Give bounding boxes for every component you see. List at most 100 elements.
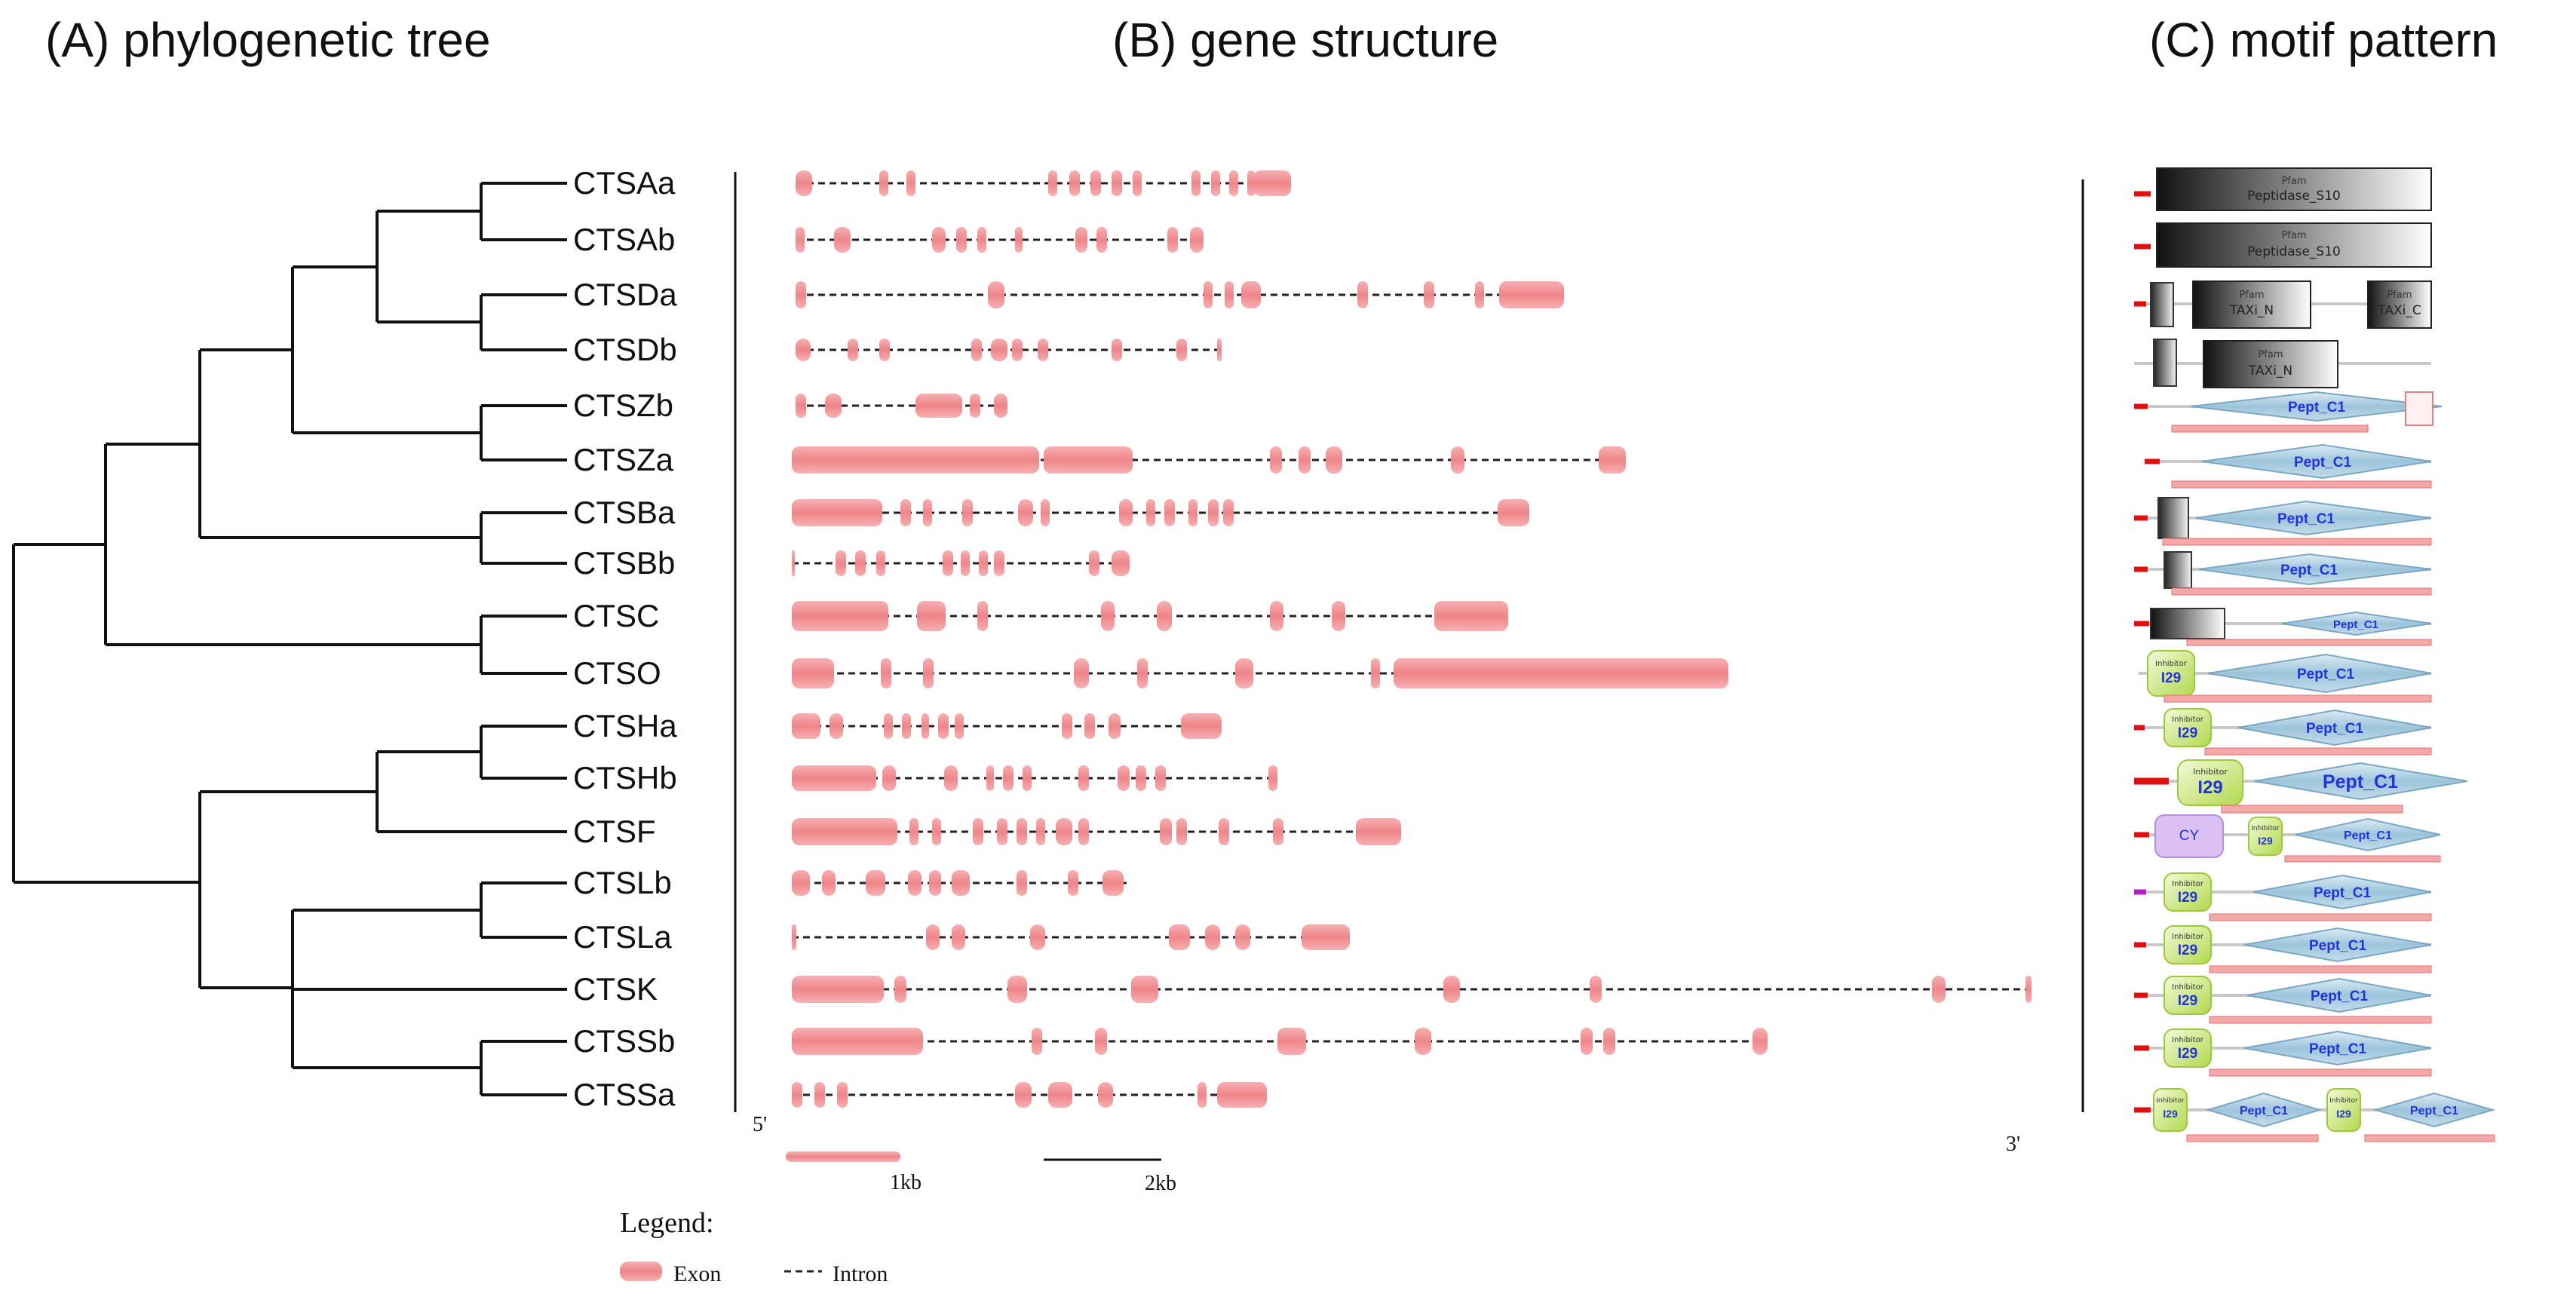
pept-c1-domain <box>2243 1030 2432 1066</box>
low-complexity-region <box>2164 694 2432 703</box>
exon <box>1112 339 1122 361</box>
exon <box>1181 713 1222 739</box>
motif-row: Pfam Peptidase_S10 <box>2134 222 2432 268</box>
exon <box>1581 1028 1593 1055</box>
inhibitor-i29-domain <box>2164 708 2212 747</box>
exon <box>796 394 806 418</box>
gene-label-ctshb: CTSHb <box>573 760 677 796</box>
gene-structure-row-ctsc <box>792 601 1508 631</box>
motif-row: Inhibitor I29 Pept_C1 <box>2134 708 2432 756</box>
exon <box>796 281 806 308</box>
exon <box>876 550 885 576</box>
exon <box>1112 550 1130 576</box>
exon <box>1007 976 1027 1003</box>
inhibitor-i29-domain <box>2164 976 2212 1015</box>
exon <box>792 1028 923 1055</box>
low-complexity-region <box>2204 747 2432 756</box>
tree-node <box>376 750 481 832</box>
exon <box>1018 499 1033 526</box>
gene-label-ctsdb: CTSDb <box>573 332 677 367</box>
motif-row: Pfam Peptidase_S10 <box>2134 167 2432 211</box>
cystatin-domain <box>2154 814 2224 858</box>
exon <box>1217 1082 1267 1108</box>
exon <box>855 550 866 576</box>
exon <box>884 713 893 739</box>
domain-name-label: Pept_C1 <box>2306 721 2363 737</box>
pept-c1-domain <box>2237 709 2432 746</box>
domain-name-label: Pept_C1 <box>2309 938 2366 954</box>
low-complexity-region <box>2171 425 2369 433</box>
exon <box>1048 1082 1072 1108</box>
domain-source-label: Inhibitor <box>2155 660 2188 668</box>
gene-structure-row-ctsza <box>792 446 1626 474</box>
motif-row: Inhibitor I29 Pept_C1 <box>2134 925 2432 973</box>
exon <box>1131 976 1158 1003</box>
motif-row: Inhibitor I29 Pept_C1 <box>2134 872 2432 921</box>
inhibitor-i29-domain <box>2248 817 2283 856</box>
exon <box>977 601 988 631</box>
exon <box>1169 924 1190 950</box>
exon <box>923 499 932 526</box>
exon <box>1137 658 1148 688</box>
domain-name-label: I29 <box>2178 725 2197 741</box>
inhibitor-i29-domain <box>2153 1088 2188 1132</box>
exon <box>792 818 897 845</box>
taxi-n-domain <box>2203 340 2338 388</box>
exon <box>796 339 811 361</box>
domain-name-label: Pept_C1 <box>2309 1041 2366 1057</box>
inhibitor-i29-domain <box>2164 872 2212 912</box>
exon <box>1932 976 1946 1003</box>
motif-row: Inhibitor I29 Pept_C1 Inhibitor I29 Pept… <box>2134 1088 2496 1142</box>
exon <box>1074 658 1089 688</box>
gene-structure-row-ctsha <box>792 713 1222 739</box>
exon <box>1356 818 1401 845</box>
exon <box>1217 339 1222 361</box>
exon <box>1302 924 1350 950</box>
exon <box>1012 339 1023 361</box>
gene-structure-row-ctsaa <box>796 170 1291 196</box>
exon <box>1119 499 1133 526</box>
exon <box>926 924 940 950</box>
exon <box>836 550 846 576</box>
domain-name-label: I29 <box>2258 835 2273 847</box>
exon <box>1041 499 1050 526</box>
motif-row: Pept_C1 <box>2134 551 2432 596</box>
domain-name-label: TAXi_N <box>2248 363 2292 379</box>
exon <box>900 499 911 526</box>
exon <box>1133 170 1142 196</box>
exon <box>1109 713 1121 739</box>
exon <box>1253 170 1291 196</box>
domain-name-label: I29 <box>2163 1108 2178 1120</box>
motif-row: Pept_C1 <box>2145 443 2432 489</box>
exon <box>1090 170 1101 196</box>
motif-row: Inhibitor I29 Pept_C1 <box>2134 976 2432 1024</box>
domain-name-label: Pept_C1 <box>2240 1105 2288 1117</box>
domain-name-label: I29 <box>2161 670 2181 686</box>
gene-label-ctsaa: CTSAa <box>573 165 676 201</box>
motif-row: Pept_C1 <box>2134 608 2432 646</box>
exon <box>1603 1028 1615 1055</box>
exon <box>1590 976 1602 1003</box>
exon <box>938 713 949 739</box>
exon <box>917 601 946 631</box>
exon <box>792 713 820 739</box>
low-complexity-region <box>2209 1016 2432 1024</box>
peptidase-s10-domain <box>2156 222 2432 268</box>
exon <box>955 713 964 739</box>
pept-c1-domain <box>2201 443 2432 480</box>
exclusion-domain <box>2150 608 2225 639</box>
exon <box>894 976 906 1003</box>
gene-structure-row-ctshb <box>792 765 1277 791</box>
domain-name-label: TAXi_N <box>2229 303 2274 318</box>
exon <box>796 170 812 196</box>
exon <box>1198 1082 1207 1108</box>
exon <box>1443 976 1460 1003</box>
gene-label-ctszb: CTSZb <box>573 388 673 423</box>
pept-c1-domain <box>2191 391 2443 422</box>
exon <box>1190 227 1204 253</box>
exon <box>1332 601 1345 631</box>
domain-source-label: Inhibitor <box>2172 1036 2204 1044</box>
small-domain <box>2405 391 2433 426</box>
propeptide-domain <box>2157 497 2189 539</box>
exon <box>1204 281 1213 308</box>
